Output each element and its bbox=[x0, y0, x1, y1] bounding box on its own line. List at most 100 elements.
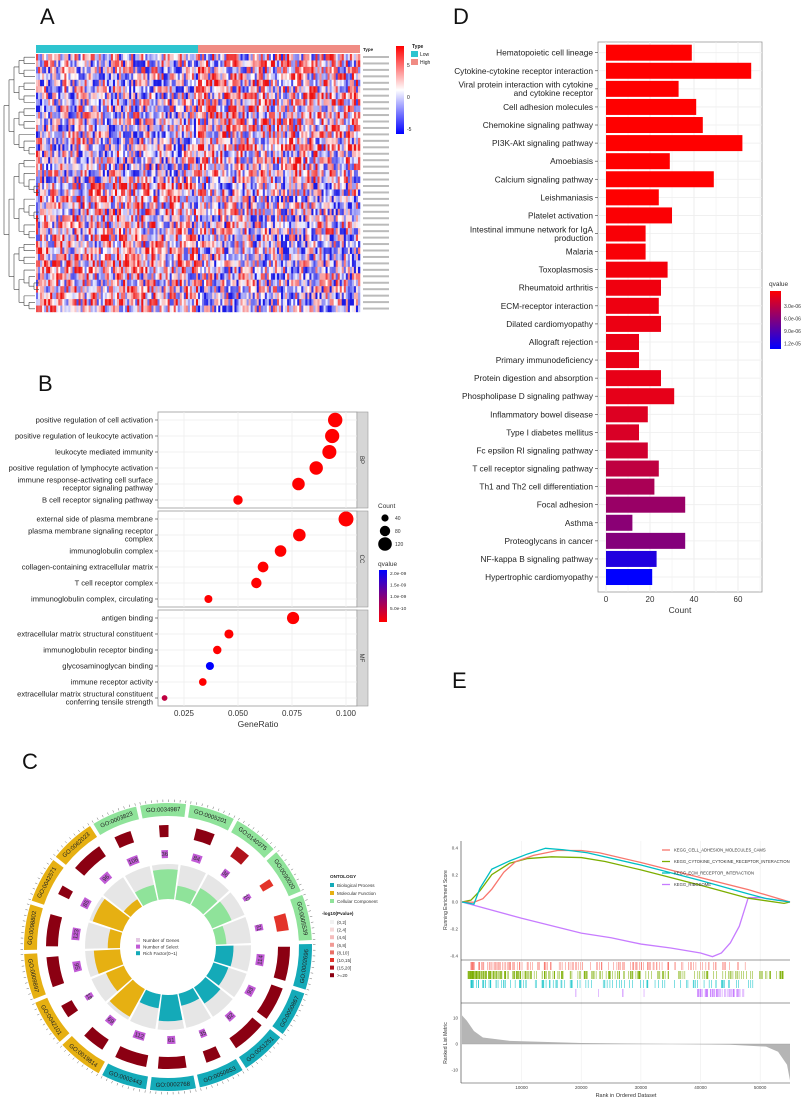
heatmap-cell bbox=[220, 66, 223, 74]
heatmap-cell bbox=[56, 176, 59, 184]
heatmap-cell bbox=[204, 202, 207, 209]
heatmap-cell bbox=[121, 73, 124, 80]
heatmap-cell bbox=[98, 189, 102, 197]
heatmap-cell bbox=[94, 99, 98, 106]
heatmap-cell bbox=[129, 73, 132, 80]
heatmap-cell bbox=[347, 241, 351, 248]
heatmap-cell bbox=[66, 79, 69, 87]
heatmap-cell bbox=[210, 99, 213, 106]
heatmap-cell bbox=[272, 234, 276, 242]
heatmap-cell bbox=[337, 66, 341, 74]
heatmap-cell bbox=[98, 215, 102, 222]
heatmap-cell bbox=[70, 228, 73, 235]
heatmap-cell bbox=[242, 54, 245, 61]
heatmap-cell bbox=[104, 66, 108, 74]
heatmap-cell bbox=[74, 163, 77, 171]
heatmap-cell bbox=[119, 163, 122, 171]
heatmap-cell bbox=[62, 137, 65, 145]
heatmap-cell bbox=[74, 221, 77, 229]
heatmap-cell bbox=[291, 79, 294, 87]
heatmap-cell bbox=[307, 66, 310, 74]
heatmap-cell bbox=[226, 234, 229, 242]
heatmap-cell bbox=[108, 99, 112, 106]
heatmap-cell bbox=[339, 215, 343, 222]
heatmap-cell bbox=[313, 208, 316, 216]
heatmap-cell bbox=[147, 144, 150, 151]
heatmap-cell bbox=[175, 79, 179, 87]
heatmap-cell bbox=[119, 157, 122, 164]
heatmap-cell bbox=[206, 124, 209, 132]
heatmap-cell bbox=[48, 202, 51, 209]
heatmap-cell bbox=[36, 202, 39, 209]
heatmap-cell bbox=[133, 150, 136, 158]
heatmap-cell bbox=[127, 66, 130, 74]
heatmap-cell bbox=[177, 208, 181, 216]
heatmap-cell bbox=[232, 66, 235, 74]
heatmap-cell bbox=[210, 208, 213, 216]
heatmap-cell bbox=[270, 170, 274, 177]
heatmap-cell bbox=[110, 124, 114, 132]
heatmap-cell bbox=[135, 157, 138, 164]
heatmap-cell bbox=[179, 163, 183, 171]
heatmap-cell bbox=[46, 215, 49, 222]
heatmap-cell bbox=[110, 163, 114, 171]
heatmap-cell bbox=[291, 118, 294, 126]
heatmap-cell bbox=[183, 144, 187, 151]
heatmap-cell bbox=[339, 157, 343, 164]
heatmap-cell bbox=[106, 202, 110, 209]
heatmap-cell bbox=[274, 176, 278, 184]
heatmap-cell bbox=[206, 234, 209, 242]
heatmap-cell bbox=[248, 221, 251, 229]
heatmap-cell bbox=[349, 105, 353, 113]
heatmap-cell bbox=[212, 86, 215, 93]
heatmap-cell bbox=[90, 86, 93, 93]
heatmap-cell bbox=[143, 228, 146, 235]
heatmap-cell bbox=[185, 54, 189, 61]
heatmap-cell bbox=[276, 99, 280, 106]
heatmap-cell bbox=[230, 247, 233, 255]
heatmap-cell bbox=[250, 202, 253, 209]
heatmap-cell bbox=[258, 215, 262, 222]
heatmap-cell bbox=[42, 99, 45, 106]
heatmap-cell bbox=[74, 118, 77, 126]
heatmap-cell bbox=[283, 99, 286, 106]
heatmap-cell bbox=[125, 228, 128, 235]
heatmap-cell bbox=[108, 202, 112, 209]
heatmap-cell bbox=[191, 241, 195, 248]
heatmap-cell bbox=[297, 124, 300, 132]
heatmap-cell bbox=[339, 221, 343, 229]
heatmap-cell bbox=[272, 131, 276, 139]
heatmap-cell bbox=[119, 247, 122, 255]
heatmap-cell bbox=[143, 54, 146, 61]
heatmap-cell bbox=[141, 73, 144, 80]
heatmap-cell bbox=[189, 144, 193, 151]
heatmap-cell bbox=[159, 118, 162, 126]
heatmap-cell bbox=[279, 234, 282, 242]
heatmap-cell bbox=[169, 144, 172, 151]
heatmap-cell bbox=[114, 99, 118, 106]
heatmap-cell bbox=[331, 99, 334, 106]
heatmap-cell bbox=[208, 73, 211, 80]
heatmap-cell bbox=[329, 234, 332, 242]
heatmap-cell bbox=[256, 124, 260, 132]
heatmap-cell bbox=[92, 105, 96, 113]
heatmap-cell bbox=[161, 112, 164, 119]
heatmap-cell bbox=[129, 228, 132, 235]
heatmap-cell bbox=[171, 105, 174, 113]
heatmap-cell bbox=[260, 112, 264, 119]
heatmap-cell bbox=[54, 183, 57, 190]
heatmap-cell bbox=[331, 176, 334, 184]
heatmap-cell bbox=[311, 92, 314, 100]
heatmap-cell bbox=[309, 124, 312, 132]
heatmap-cell bbox=[309, 73, 312, 80]
heatmap-cell bbox=[238, 124, 241, 132]
heatmap-cell bbox=[169, 234, 172, 242]
heatmap-cell bbox=[114, 105, 118, 113]
heatmap-cell bbox=[333, 202, 336, 209]
heatmap-cell bbox=[226, 54, 229, 61]
heatmap-cell bbox=[289, 66, 292, 74]
heatmap-cell bbox=[114, 247, 118, 255]
heatmap-cell bbox=[200, 79, 203, 87]
heatmap-cell bbox=[64, 66, 67, 74]
heatmap-cell bbox=[193, 221, 197, 229]
